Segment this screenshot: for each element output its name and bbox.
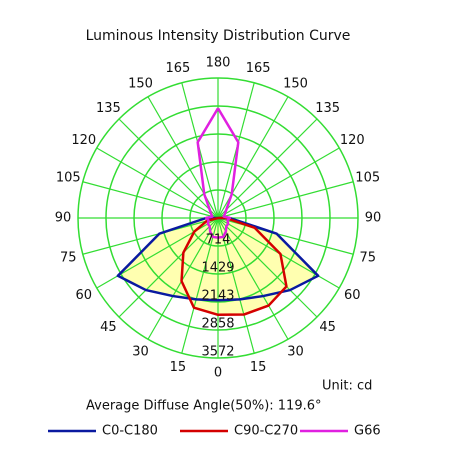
series-line [196, 107, 240, 239]
angle-tick-label: 135 [315, 101, 340, 116]
grid-spoke [217, 147, 340, 219]
unit-label: Unit: cd [322, 379, 372, 394]
angle-tick-label: 30 [132, 345, 149, 360]
grid-spoke [217, 217, 255, 354]
grid-spoke [96, 147, 219, 219]
angle-tick-label: 60 [344, 288, 361, 303]
series-line [116, 216, 320, 302]
legend-label: G66 [354, 424, 381, 439]
grid-spoke [82, 217, 219, 255]
grid-spoke [118, 118, 219, 219]
angle-tick-label: 150 [283, 76, 308, 91]
grid-spoke [82, 181, 219, 219]
angle-tick-label: 0 [214, 366, 222, 381]
r-tick-label: 2143 [201, 288, 234, 303]
grid-spoke [217, 181, 354, 219]
angle-tick-label: 45 [100, 320, 117, 335]
legend-label: C0-C180 [102, 424, 158, 439]
legend-label: C90-C270 [234, 424, 298, 439]
angle-tick-label: 75 [60, 251, 77, 266]
angle-tick-label: 135 [96, 101, 121, 116]
r-tick-label: 2858 [201, 317, 234, 332]
chart-title: Luminous Intensity Distribution Curve [86, 28, 351, 44]
grid-spoke [217, 217, 318, 318]
angle-tick-label: 105 [355, 170, 380, 185]
angle-tick-label: 165 [165, 61, 190, 76]
grid-spoke [181, 217, 219, 354]
grid-spoke [118, 217, 219, 318]
r-tick-label: 1429 [201, 261, 234, 276]
series-line [180, 216, 288, 317]
angle-tick-label: 75 [359, 251, 376, 266]
angle-tick-label: 90 [365, 211, 382, 226]
angle-tick-label: 15 [250, 360, 267, 375]
angle-tick-label: 180 [206, 56, 231, 71]
angle-tick-label: 60 [75, 288, 92, 303]
angle-tick-label: 15 [170, 360, 187, 375]
annotation: Average Diffuse Angle(50%): 119.6° [86, 399, 322, 414]
r-tick-label: 714 [206, 232, 231, 247]
angle-tick-label: 105 [56, 170, 81, 185]
grid-spoke [217, 217, 289, 340]
angle-tick-label: 120 [71, 133, 96, 148]
angle-tick-label: 45 [319, 320, 336, 335]
angle-tick-label: 30 [287, 345, 304, 360]
angle-tick-label: 150 [128, 76, 153, 91]
grid-spoke [147, 217, 219, 340]
angle-tick-label: 165 [246, 61, 271, 76]
angle-tick-label: 120 [340, 133, 365, 148]
angle-tick-label: 90 [55, 211, 72, 226]
grid-spoke [217, 118, 318, 219]
r-tick-label: 3572 [201, 345, 234, 360]
